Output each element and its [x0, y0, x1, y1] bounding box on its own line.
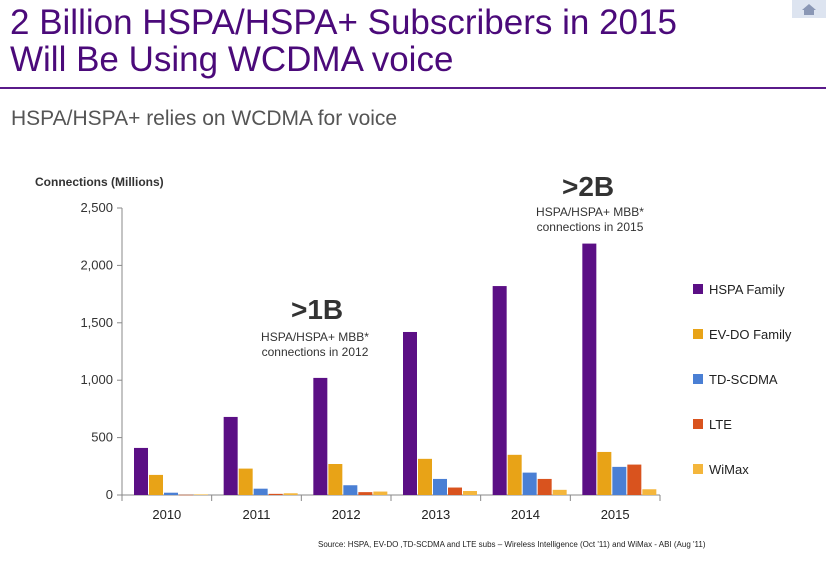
bar-td-scdma-2014 [522, 472, 537, 495]
bar-td-scdma-2015 [612, 466, 627, 495]
y-axis-label: Connections (Millions) [35, 175, 164, 189]
x-tick-label: 2014 [511, 507, 540, 522]
annotation-2015-text: HSPA/HSPA+ MBB* connections in 2015 [510, 205, 670, 235]
bar-ev-do-family-2011 [238, 468, 253, 495]
bar-wimax-2015 [642, 489, 657, 495]
legend-label: WiMax [709, 462, 749, 477]
bar-lte-2013 [448, 487, 462, 495]
bar-td-scdma-2013 [433, 478, 447, 495]
subtitle: HSPA/HSPA+ relies on WCDMA for voice [11, 107, 398, 130]
legend-label: LTE [709, 417, 732, 432]
bar-lte-2010 [179, 494, 193, 496]
bar-hspa-family-2013 [403, 331, 417, 495]
annotation-2015-line1: HSPA/HSPA+ MBB* [536, 205, 644, 219]
annotation-2012-text: HSPA/HSPA+ MBB* connections in 2012 [240, 330, 390, 360]
y-tick-label: 0 [106, 487, 113, 502]
annotation-2015-big: >2B [562, 171, 615, 202]
legend-label: EV-DO Family [709, 327, 792, 342]
legend-swatch-td-scdma [693, 374, 703, 384]
annotation-2015-line2: connections in 2015 [536, 220, 644, 234]
title-divider [0, 87, 826, 89]
bar-hspa-family-2010 [134, 447, 148, 495]
bar-lte-2014 [537, 478, 552, 495]
bar-ev-do-family-2012 [328, 464, 343, 495]
x-tick-label: 2015 [601, 507, 630, 522]
bar-td-scdma-2010 [164, 492, 178, 495]
annotation-2012-big: >1B [291, 294, 344, 325]
y-tick-label: 500 [91, 430, 113, 445]
x-tick-label: 2013 [421, 507, 450, 522]
title-line-1: 2 Billion HSPA/HSPA+ Subscribers in 2015 [10, 3, 677, 42]
source-note: Source: HSPA, EV-DO ,TD-SCDMA and LTE su… [318, 540, 706, 549]
legend-label: TD-SCDMA [709, 372, 778, 387]
bar-ev-do-family-2010 [149, 474, 163, 495]
annotation-2012-line2: connections in 2012 [261, 345, 369, 359]
bar-wimax-2010 [194, 494, 208, 495]
page-title: 2 Billion HSPA/HSPA+ Subscribers in 2015… [10, 4, 790, 78]
annotation-2012-line1: HSPA/HSPA+ MBB* [261, 330, 369, 344]
legend-swatch-ev-do-family [693, 329, 703, 339]
legend-swatch-lte [693, 419, 703, 429]
y-tick-label: 2,500 [80, 200, 113, 215]
home-icon[interactable] [792, 0, 826, 18]
bar-ev-do-family-2013 [418, 458, 432, 495]
legend-label: HSPA Family [709, 282, 785, 297]
bar-hspa-family-2012 [313, 377, 328, 495]
x-tick-label: 2012 [332, 507, 361, 522]
legend-swatch-hspa-family [693, 284, 703, 294]
x-tick-label: 2010 [152, 507, 181, 522]
bar-ev-do-family-2014 [507, 454, 522, 495]
bar-hspa-family-2014 [492, 286, 507, 495]
bar-wimax-2012 [373, 491, 388, 495]
bar-td-scdma-2011 [253, 488, 268, 495]
bar-wimax-2011 [283, 493, 298, 495]
bar-hspa-family-2015 [582, 243, 597, 495]
bar-wimax-2013 [463, 490, 477, 495]
bar-lte-2011 [268, 493, 283, 495]
x-tick-label: 2011 [243, 507, 271, 522]
y-tick-label: 1,500 [80, 315, 113, 330]
legend-swatch-wimax [693, 464, 703, 474]
bar-hspa-family-2011 [223, 416, 238, 495]
bar-lte-2015 [627, 464, 642, 495]
bar-ev-do-family-2015 [597, 451, 612, 495]
bar-wimax-2014 [552, 489, 567, 495]
y-tick-label: 1,000 [80, 372, 113, 387]
y-tick-label: 2,000 [80, 257, 113, 272]
bar-lte-2012 [358, 492, 373, 495]
bar-td-scdma-2012 [343, 485, 358, 495]
title-line-2: Will Be Using WCDMA voice [10, 40, 454, 79]
